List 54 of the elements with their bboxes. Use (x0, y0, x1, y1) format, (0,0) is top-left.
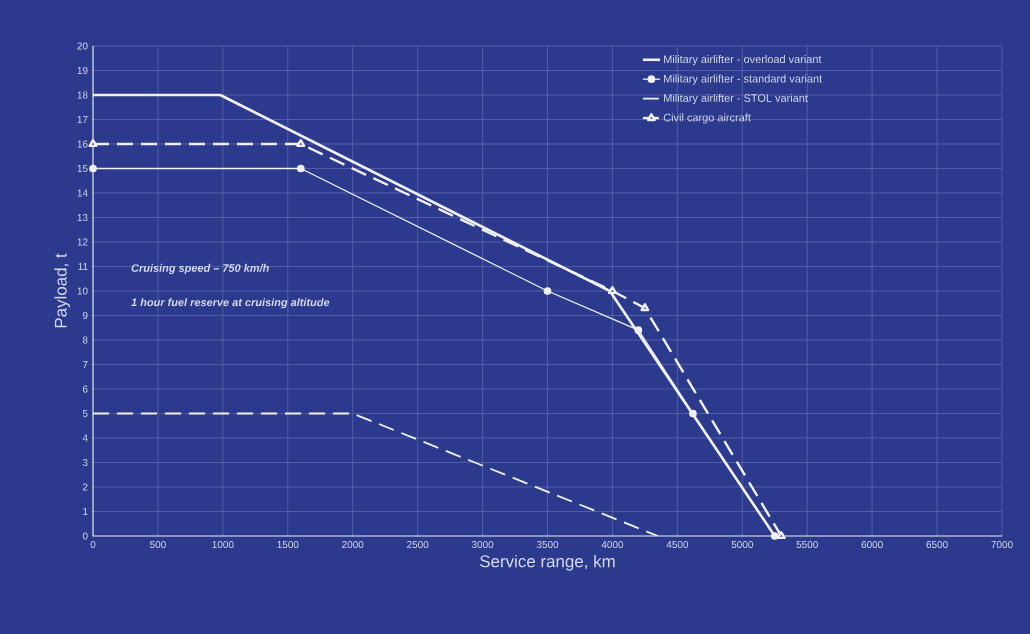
x-tick-label: 6500 (926, 541, 948, 549)
y-tick-label: 15 (77, 165, 88, 172)
y-tick-label: 10 (77, 287, 88, 295)
y-tick-label: 1 (83, 508, 88, 515)
legend-label: Military airlifter - overload variant (664, 55, 822, 66)
y-axis-title: Payload, t (54, 253, 71, 328)
point (543, 287, 552, 295)
point (296, 139, 306, 148)
y-tick-label: 3 (82, 458, 88, 467)
x-tick-label: 4000 (601, 541, 624, 549)
x-tick-label: 0 (90, 541, 96, 549)
x-tick-label: 5500 (796, 541, 818, 549)
x-axis-title: Service range, km (480, 554, 615, 571)
y-tick-label: 16 (77, 140, 88, 148)
point (776, 531, 786, 540)
y-tick-label: 8 (82, 336, 88, 344)
x-tick-label: 2500 (407, 541, 429, 549)
point (296, 164, 305, 173)
point (607, 286, 617, 295)
x-tick-label: 7000 (991, 541, 1013, 549)
y-tick-label: 18 (77, 91, 88, 99)
annotation: Cruising speed – 750 km/h (131, 263, 269, 275)
y-tick-label: 13 (77, 213, 88, 222)
legend-label: Military airlifter - STOL variant (664, 93, 808, 105)
x-tick-label: 6000 (861, 541, 883, 549)
y-tick-label: 0 (82, 532, 88, 540)
x-tick-label: 1500 (277, 541, 299, 549)
x-tick-label: 2000 (342, 541, 364, 549)
legend-label: Military airlifter - standard variant (664, 74, 823, 85)
point (634, 326, 643, 335)
x-tick-label: 4500 (666, 541, 689, 549)
x-tick-label: 1000 (212, 541, 234, 549)
annotation: 1 hour fuel reserve at cruising altitude (131, 298, 330, 309)
y-tick-label: 9 (82, 311, 88, 320)
y-tick-label: 12 (77, 238, 88, 246)
y-tick-label: 6 (82, 385, 88, 393)
legend-label: Civil cargo aircraft (663, 113, 751, 124)
y-tick-label: 5 (82, 410, 88, 417)
y-tick-label: 17 (77, 116, 88, 123)
x-tick-label: 3500 (536, 541, 559, 549)
y-tick-label: 19 (77, 66, 88, 75)
y-tick-label: 4 (82, 434, 88, 442)
x-tick-label: 5000 (731, 541, 753, 549)
y-tick-label: 2 (82, 483, 88, 491)
point (89, 164, 97, 173)
y-tick-label: 7 (82, 361, 88, 368)
y-tick-label: 11 (78, 263, 88, 270)
x-tick-label: 3000 (471, 541, 494, 549)
point (689, 409, 697, 418)
y-tick-label: 20 (77, 42, 88, 50)
x-tick-label: 500 (150, 541, 166, 549)
point (640, 303, 650, 312)
y-tick-label: 14 (77, 189, 88, 197)
point (770, 532, 779, 540)
